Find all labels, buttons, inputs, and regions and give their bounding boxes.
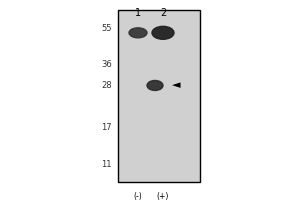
Text: 2: 2 xyxy=(160,8,166,18)
Text: 36: 36 xyxy=(101,60,112,69)
Bar xyxy=(118,10,200,182)
Text: (+): (+) xyxy=(157,192,169,200)
Text: (-): (-) xyxy=(134,192,142,200)
Text: 28: 28 xyxy=(101,81,112,90)
Text: 1: 1 xyxy=(135,8,141,18)
Text: ◄: ◄ xyxy=(172,80,181,90)
Text: 17: 17 xyxy=(101,123,112,132)
Text: 55: 55 xyxy=(101,24,112,33)
Ellipse shape xyxy=(129,28,147,38)
Text: 11: 11 xyxy=(101,160,112,169)
Ellipse shape xyxy=(152,26,174,39)
Ellipse shape xyxy=(147,80,163,90)
